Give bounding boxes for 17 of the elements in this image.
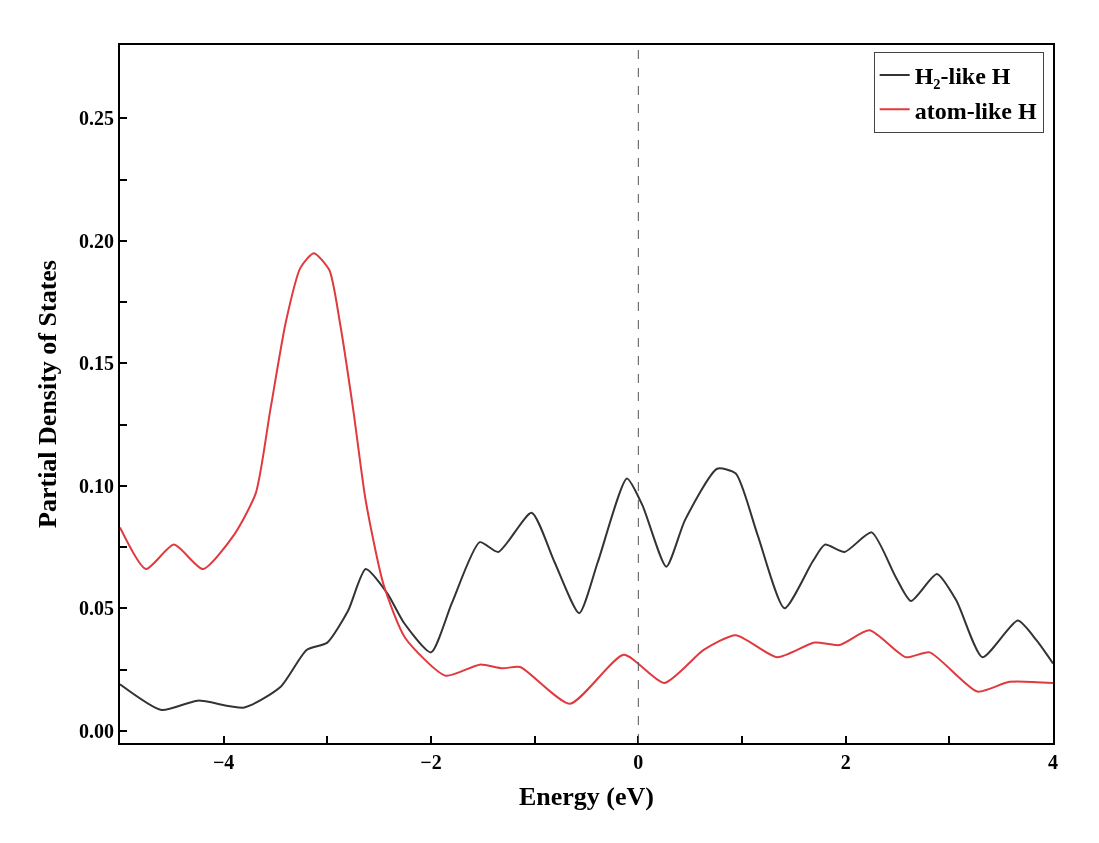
x-tick-label: 0 xyxy=(633,751,644,773)
y-tick-label: 0.15 xyxy=(79,352,114,375)
x-tick-label: −4 xyxy=(212,751,235,773)
legend-label: atom-like H xyxy=(914,97,1037,124)
line-series xyxy=(120,252,1053,705)
y-tick-label: 0.25 xyxy=(79,107,114,130)
y-tick-label: 0.00 xyxy=(79,719,114,742)
x-tick-label: 4 xyxy=(1048,751,1058,773)
x-axis-title: Energy (eV) xyxy=(518,782,655,812)
y-tick-label: 0.10 xyxy=(79,474,114,497)
x-tick-label: −2 xyxy=(420,751,442,773)
legend-label: H₂-like H xyxy=(914,63,1011,90)
line-series xyxy=(120,467,1053,711)
y-tick-label: 0.20 xyxy=(79,229,114,252)
y-tick-label: 0.05 xyxy=(79,597,114,620)
x-tick-label: 2 xyxy=(840,751,851,773)
y-axis-title: Partial Density of States xyxy=(32,260,62,528)
